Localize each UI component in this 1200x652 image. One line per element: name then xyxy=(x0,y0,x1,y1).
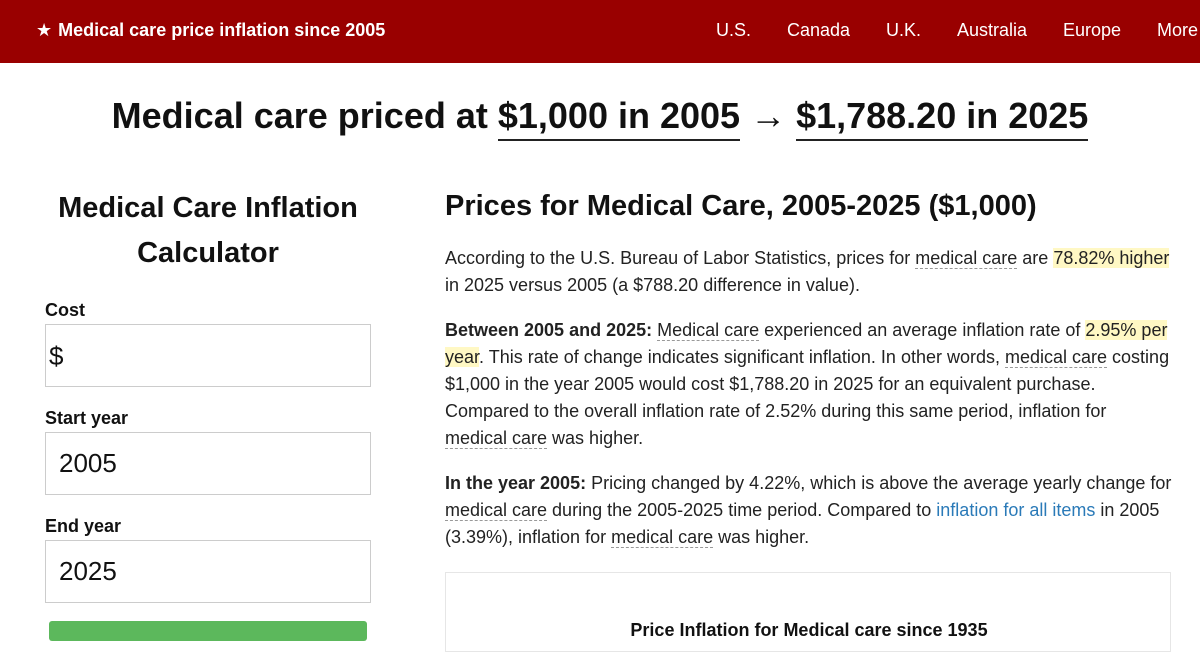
medical-care-term[interactable]: medical care xyxy=(1005,347,1108,368)
start-year-label: Start year xyxy=(45,408,129,428)
summary-paragraph: According to the U.S. Bureau of Labor St… xyxy=(445,245,1173,299)
p2-text-d: was higher. xyxy=(547,428,644,448)
p1-text-b: are xyxy=(1017,248,1054,268)
top-nav-bar: ★ Medical care price inflation since 2005… xyxy=(0,0,1200,63)
nav-item-uk[interactable]: U.K. xyxy=(886,20,922,40)
headline-prefix: Medical care priced at xyxy=(111,95,488,136)
page-headline: Medical care priced at $1,000 in 2005 → $1… xyxy=(0,95,1200,141)
end-year-field xyxy=(45,540,371,603)
start-year-paragraph: In the year 2005: Pricing changed by 4.2… xyxy=(445,470,1173,551)
end-year-label: End year xyxy=(45,516,122,536)
all-items-inflation-link[interactable]: inflation for all items xyxy=(936,500,1096,520)
start-year-input[interactable] xyxy=(46,433,370,494)
start-year-field xyxy=(45,432,371,495)
star-icon: ★ xyxy=(36,20,53,40)
p2-text-b: . This rate of change indicates signific… xyxy=(479,347,1005,367)
p3-text-d: was higher. xyxy=(713,527,810,547)
medical-care-term[interactable]: medical care xyxy=(445,500,548,521)
p1-text-a: According to the U.S. Bureau of Labor St… xyxy=(445,248,916,268)
cost-input[interactable] xyxy=(46,325,370,386)
nav-item-more[interactable]: More xyxy=(1157,20,1199,40)
period-lead: Between 2005 and 2025: xyxy=(445,320,653,340)
end-year-input[interactable] xyxy=(46,541,370,602)
medical-care-term[interactable]: medical care xyxy=(445,428,548,449)
region-nav: U.S. Canada U.K. Australia Europe More xyxy=(0,20,1200,44)
chart-card: Price Inflation for Medical care since 1… xyxy=(445,572,1171,652)
nav-item-canada[interactable]: Canada xyxy=(787,20,851,40)
p2-text-a: experienced an average inflation rate of xyxy=(759,320,1086,340)
p3-text-b: during the 2005-2025 time period. Compar… xyxy=(547,500,937,520)
p3-text-c: in 2005 (3.39%), inflation for xyxy=(445,500,1160,547)
nav-item-australia[interactable]: Australia xyxy=(957,20,1028,40)
period-paragraph: Between 2005 and 2025: Medical care expe… xyxy=(445,317,1173,452)
chart-title: Price Inflation for Medical care since 1… xyxy=(630,620,988,640)
cost-label: Cost xyxy=(45,300,85,320)
year-lead: In the year 2005: xyxy=(445,473,587,493)
brand-title: Medical care price inflation since 2005 xyxy=(58,20,386,40)
medical-care-term[interactable]: Medical care xyxy=(657,320,760,341)
headline-start-value[interactable]: $1,000 in 2005 xyxy=(497,95,741,141)
p2-text-c: costing $1,000 in the year 2005 would co… xyxy=(445,347,1170,421)
medical-care-term[interactable]: medical care xyxy=(611,527,714,548)
nav-item-us[interactable]: U.S. xyxy=(716,20,752,40)
calculator-title: Medical Care Inflation Calculator xyxy=(58,192,358,269)
percent-higher-highlight: 78.82% higher xyxy=(1053,248,1170,268)
calculate-button[interactable] xyxy=(49,621,367,641)
p1-text-c: in 2025 versus 2005 (a $788.20 differenc… xyxy=(445,275,860,295)
site-brand-link[interactable]: ★ Medical care price inflation since 2005 xyxy=(36,20,385,41)
p3-text-a: Pricing changed by 4.22%, which is above… xyxy=(586,473,1172,493)
article-title: Prices for Medical Care, 2005-2025 ($1,0… xyxy=(445,190,1037,222)
nav-item-europe[interactable]: Europe xyxy=(1063,20,1122,40)
cost-field: $ xyxy=(45,324,371,387)
article: Prices for Medical Care, 2005-2025 ($1,0… xyxy=(445,186,1173,548)
right-arrow-icon: → xyxy=(750,95,787,136)
medical-care-term[interactable]: medical care xyxy=(915,248,1018,269)
headline-end-value[interactable]: $1,788.20 in 2025 xyxy=(796,95,1089,141)
